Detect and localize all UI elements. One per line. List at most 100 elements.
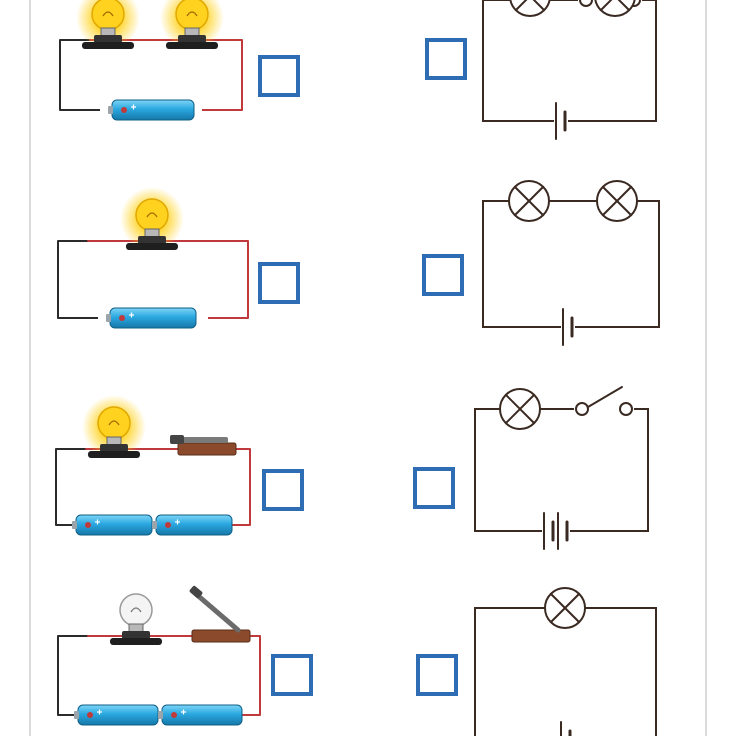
- answer-box-picture-4[interactable]: [271, 654, 313, 696]
- lamp-base: [110, 638, 162, 645]
- plus-sign-icon: [129, 312, 134, 318]
- lamp-cross: [602, 186, 632, 216]
- bulb-screw: [128, 623, 144, 633]
- black-wire: [59, 39, 100, 111]
- lamp-holder: [122, 631, 150, 639]
- bulb-filament: [102, 11, 114, 17]
- lamp-base: [88, 451, 140, 458]
- schematic-circuit: [482, 0, 657, 141]
- circuit-row-4: [57, 585, 657, 736]
- answer-box-diagram-3[interactable]: [413, 467, 455, 509]
- lamp-symbol: [508, 180, 550, 222]
- plus-sign-icon: [175, 519, 180, 525]
- battery: [72, 514, 153, 536]
- answer-box-diagram-4[interactable]: [416, 654, 458, 696]
- cell-symbol: [559, 720, 573, 736]
- pictorial-circuit: [57, 187, 249, 329]
- schematic-circuit: [482, 180, 660, 347]
- lit-bulb: [82, 395, 146, 459]
- closed-knife-switch: [170, 435, 237, 456]
- plus-sign-icon: [97, 709, 102, 715]
- bulb-filament: [186, 11, 198, 17]
- battery-mark: [165, 522, 171, 528]
- lamp-circle: [509, 0, 551, 17]
- switch-contact: [575, 402, 589, 416]
- bulb-screw: [106, 436, 122, 446]
- switch-blade: [182, 437, 228, 443]
- bulb-screw: [100, 27, 116, 37]
- lit-bulb: [160, 0, 224, 50]
- bulb-filament: [130, 607, 142, 613]
- battery: [74, 704, 159, 726]
- lamp-cross: [600, 0, 613, 11]
- bulb-screw: [184, 27, 200, 37]
- lamp-cross: [505, 394, 535, 424]
- lamp-cross: [515, 0, 528, 11]
- battery: [158, 704, 243, 726]
- battery-terminal: [108, 106, 113, 114]
- bulb-glass: [119, 593, 153, 627]
- bulb-filament: [108, 420, 120, 426]
- bulb-filament: [146, 212, 158, 218]
- battery-mark: [119, 315, 125, 321]
- pictorial-circuit: [59, 0, 243, 121]
- battery-mark: [87, 712, 93, 718]
- lamp-holder: [138, 236, 166, 244]
- lamp-cross: [617, 0, 630, 11]
- switch-handle: [189, 585, 203, 599]
- switch-blade: [193, 591, 241, 633]
- red-wire: [220, 635, 261, 716]
- pictorial-circuit: [55, 395, 251, 536]
- answer-box-picture-3[interactable]: [262, 469, 304, 511]
- cell-symbol: [554, 101, 568, 141]
- battery-mark: [85, 522, 91, 528]
- circuit-row-1: [59, 0, 657, 141]
- circuit-row-2: [57, 180, 660, 347]
- red-wire: [210, 448, 251, 526]
- plus-sign-icon: [95, 519, 100, 525]
- switch-contact: [579, 0, 593, 7]
- bulb-glass: [91, 0, 125, 31]
- battery-mark: [171, 712, 177, 718]
- lamp-base: [166, 42, 218, 49]
- lamp-base: [82, 42, 134, 49]
- lamp-symbol: [509, 0, 551, 17]
- battery-terminal: [106, 314, 111, 322]
- answer-box-diagram-2[interactable]: [422, 254, 464, 296]
- switch-lever: [587, 386, 623, 408]
- bulb-screw: [144, 228, 160, 238]
- lamp-base: [126, 243, 178, 250]
- black-wire: [57, 635, 98, 716]
- lamp-cross: [532, 0, 545, 11]
- schematic-circuit: [474, 587, 657, 736]
- battery: [152, 514, 233, 536]
- lamp-symbol: [499, 388, 541, 430]
- switch-symbol: [574, 379, 634, 416]
- bulb-glass: [175, 0, 209, 31]
- circuit-row-3: [55, 379, 649, 551]
- lamp-holder: [100, 444, 128, 452]
- battery: [106, 307, 197, 329]
- switch-base: [177, 442, 237, 456]
- answer-box-picture-1[interactable]: [258, 55, 300, 97]
- plus-sign-icon: [131, 104, 136, 110]
- battery-mark: [121, 107, 127, 113]
- lit-bulb: [76, 0, 140, 50]
- bulb-glass: [135, 198, 169, 232]
- schematic-circuit: [474, 379, 649, 551]
- lamp-holder: [178, 35, 206, 43]
- red-wire: [202, 39, 243, 111]
- lamp-symbol: [596, 180, 638, 222]
- battery-terminal: [158, 711, 163, 719]
- battery-terminal: [72, 521, 77, 529]
- answer-box-picture-2[interactable]: [258, 262, 300, 304]
- lamp-symbol: [544, 587, 586, 629]
- lamp-cross: [514, 186, 544, 216]
- answer-box-diagram-1[interactable]: [425, 38, 467, 80]
- cell-symbol: [561, 307, 575, 347]
- lamp-holder: [94, 35, 122, 43]
- lamp-cross: [550, 593, 580, 623]
- battery-terminal: [152, 521, 157, 529]
- lit-bulb: [120, 187, 184, 251]
